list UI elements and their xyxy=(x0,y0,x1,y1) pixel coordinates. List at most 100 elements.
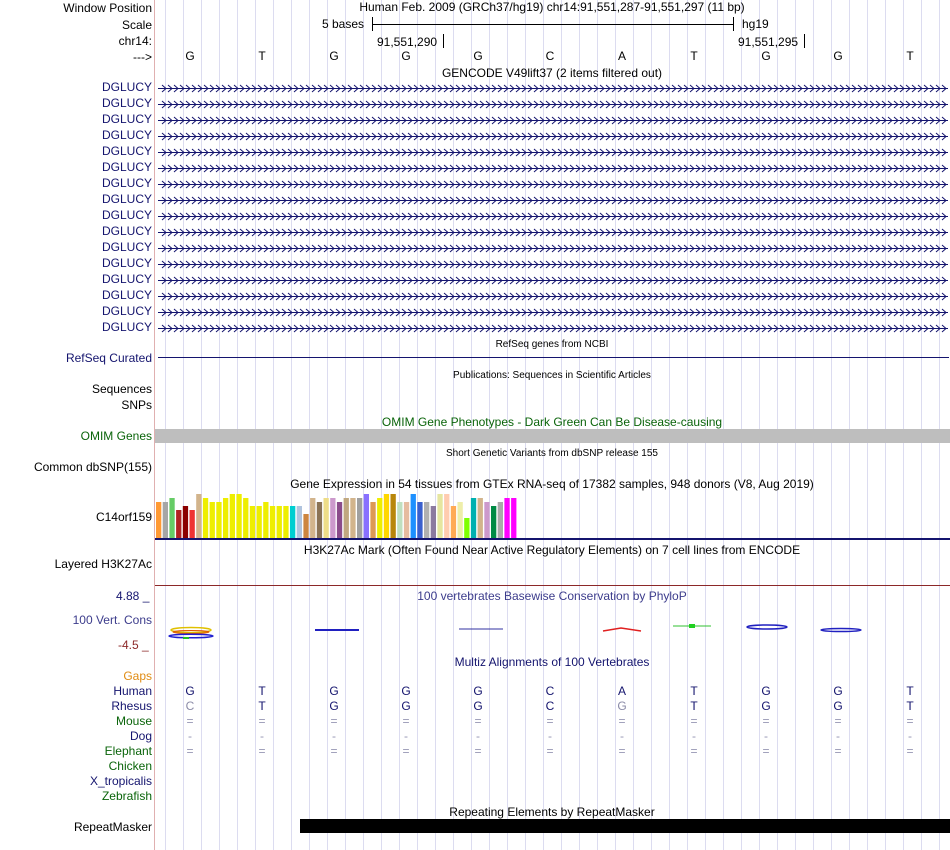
gencode-transcript-feature[interactable] xyxy=(158,227,948,237)
gencode-transcript-label[interactable]: DGLUCY xyxy=(101,96,152,110)
gtex-tissue-bar[interactable] xyxy=(397,502,403,538)
gtex-tissue-bar[interactable] xyxy=(182,506,189,538)
multiz-species-label[interactable]: Mouse xyxy=(115,714,152,728)
gtex-expression-chart[interactable] xyxy=(155,490,950,542)
gencode-transcript-label[interactable]: DGLUCY xyxy=(101,288,152,302)
repeatmasker-element-bar[interactable] xyxy=(300,819,950,833)
gtex-tissue-bar[interactable] xyxy=(410,494,416,538)
gencode-transcript-label[interactable]: DGLUCY xyxy=(101,208,152,222)
gencode-transcript-feature[interactable] xyxy=(158,179,948,189)
gencode-transcript-label[interactable]: DGLUCY xyxy=(101,240,152,254)
gtex-tissue-bar[interactable] xyxy=(330,498,336,538)
gtex-tissue-bar[interactable] xyxy=(497,502,503,538)
gtex-tissue-bar[interactable] xyxy=(424,502,430,538)
gtex-tissue-bar[interactable] xyxy=(316,502,323,538)
multiz-species-label[interactable]: X_tropicalis xyxy=(89,774,152,788)
gencode-transcript-label[interactable]: DGLUCY xyxy=(101,256,152,270)
gencode-transcript-label[interactable]: DGLUCY xyxy=(101,160,152,174)
gtex-tissue-bar[interactable] xyxy=(350,498,356,538)
gencode-transcript-label[interactable]: DGLUCY xyxy=(101,272,152,286)
multiz-gaps-label[interactable]: Gaps xyxy=(123,669,152,683)
omim-gene-bar[interactable] xyxy=(155,429,950,443)
gencode-transcript-feature[interactable] xyxy=(158,99,948,109)
dbsnp-track-label[interactable]: Common dbSNP(155) xyxy=(33,460,152,474)
gtex-tissue-bar[interactable] xyxy=(310,498,316,538)
gtex-tissue-bar[interactable] xyxy=(236,494,242,538)
multiz-species-label[interactable]: Elephant xyxy=(104,744,152,758)
multiz-species-label[interactable]: Chicken xyxy=(108,759,152,773)
gtex-tissue-bar[interactable] xyxy=(263,502,269,538)
gencode-transcript-feature[interactable] xyxy=(158,131,948,141)
gencode-transcript-label[interactable]: DGLUCY xyxy=(101,304,152,318)
gtex-tissue-bar[interactable] xyxy=(303,514,309,538)
refseq-track-label[interactable]: RefSeq Curated xyxy=(65,351,152,365)
gencode-transcript-feature[interactable] xyxy=(158,195,948,205)
gtex-tissue-bar[interactable] xyxy=(243,498,249,538)
gtex-tissue-bar[interactable] xyxy=(457,502,463,538)
gtex-tissue-bar[interactable] xyxy=(196,494,202,538)
gtex-tissue-bar[interactable] xyxy=(290,506,296,538)
gencode-transcript-feature[interactable] xyxy=(158,275,948,285)
gtex-tissue-bar[interactable] xyxy=(162,502,168,538)
gtex-tissue-bar[interactable] xyxy=(229,494,235,538)
gencode-transcript-feature[interactable] xyxy=(158,307,948,317)
gtex-tissue-bar[interactable] xyxy=(336,502,343,538)
gencode-transcript-label[interactable]: DGLUCY xyxy=(101,176,152,190)
phylop-conservation-graph[interactable] xyxy=(155,618,950,642)
strand-label[interactable]: ---> xyxy=(133,50,152,64)
gtex-tissue-bar[interactable] xyxy=(169,498,175,538)
gencode-transcript-feature[interactable] xyxy=(158,291,948,301)
gtex-tissue-bar[interactable] xyxy=(216,502,222,538)
gtex-tissue-bar[interactable] xyxy=(477,498,483,538)
gtex-tissue-bar[interactable] xyxy=(156,502,162,538)
phylop-track-label[interactable]: 100 Vert. Cons xyxy=(72,613,152,627)
gencode-transcript-label[interactable]: DGLUCY xyxy=(101,144,152,158)
gtex-track-label[interactable]: C14orf159 xyxy=(95,510,152,524)
gencode-transcript-label[interactable]: DGLUCY xyxy=(101,320,152,334)
gtex-tissue-bar[interactable] xyxy=(370,502,376,538)
multiz-species-label[interactable]: Zebrafish xyxy=(101,789,152,803)
gencode-transcript-label[interactable]: DGLUCY xyxy=(101,224,152,238)
gtex-tissue-bar[interactable] xyxy=(444,494,450,538)
gtex-tissue-bar[interactable] xyxy=(377,498,383,538)
gtex-tissue-bar[interactable] xyxy=(363,494,369,538)
gtex-tissue-bar[interactable] xyxy=(283,506,289,538)
gtex-tissue-bar[interactable] xyxy=(437,494,443,538)
gtex-tissue-bar[interactable] xyxy=(430,506,436,538)
gtex-tissue-bar[interactable] xyxy=(470,498,477,538)
gtex-tissue-bar[interactable] xyxy=(323,498,329,538)
multiz-species-label[interactable]: Rhesus xyxy=(111,699,152,713)
gtex-tissue-bar[interactable] xyxy=(223,498,229,538)
gencode-transcript-feature[interactable] xyxy=(158,211,948,221)
gtex-tissue-bar[interactable] xyxy=(504,498,510,538)
gencode-transcript-feature[interactable] xyxy=(158,259,948,269)
gtex-tissue-bar[interactable] xyxy=(383,494,390,538)
gencode-transcript-feature[interactable] xyxy=(158,83,948,93)
gtex-tissue-bar[interactable] xyxy=(202,498,209,538)
gencode-transcript-label[interactable]: DGLUCY xyxy=(101,112,152,126)
gencode-transcript-feature[interactable] xyxy=(158,147,948,157)
gtex-tissue-bar[interactable] xyxy=(189,510,195,538)
gtex-tissue-bar[interactable] xyxy=(403,502,410,538)
gencode-transcript-label[interactable]: DGLUCY xyxy=(101,192,152,206)
gtex-tissue-bar[interactable] xyxy=(343,498,349,538)
gtex-tissue-bar[interactable] xyxy=(511,498,517,538)
gencode-transcript-label[interactable]: DGLUCY xyxy=(101,80,152,94)
chrom-label[interactable]: chr14: xyxy=(118,34,152,48)
h3k27ac-track-label[interactable]: Layered H3K27Ac xyxy=(54,557,152,571)
multiz-species-label[interactable]: Human xyxy=(113,684,152,698)
refseq-gene-line[interactable] xyxy=(158,357,949,358)
omim-track-label[interactable]: OMIM Genes xyxy=(80,429,152,443)
pubs-snps-label[interactable]: SNPs xyxy=(121,398,152,412)
repeatmasker-track-label[interactable]: RepeatMasker xyxy=(73,820,152,834)
gencode-transcript-feature[interactable] xyxy=(158,323,948,333)
gtex-tissue-bar[interactable] xyxy=(464,518,470,538)
gtex-tissue-bar[interactable] xyxy=(417,502,423,538)
gencode-transcript-feature[interactable] xyxy=(158,163,948,173)
gtex-tissue-bar[interactable] xyxy=(276,506,282,538)
gtex-tissue-bar[interactable] xyxy=(256,506,262,538)
gtex-tissue-bar[interactable] xyxy=(209,502,215,538)
pubs-sequences-label[interactable]: Sequences xyxy=(91,382,152,396)
gtex-tissue-bar[interactable] xyxy=(484,502,490,538)
